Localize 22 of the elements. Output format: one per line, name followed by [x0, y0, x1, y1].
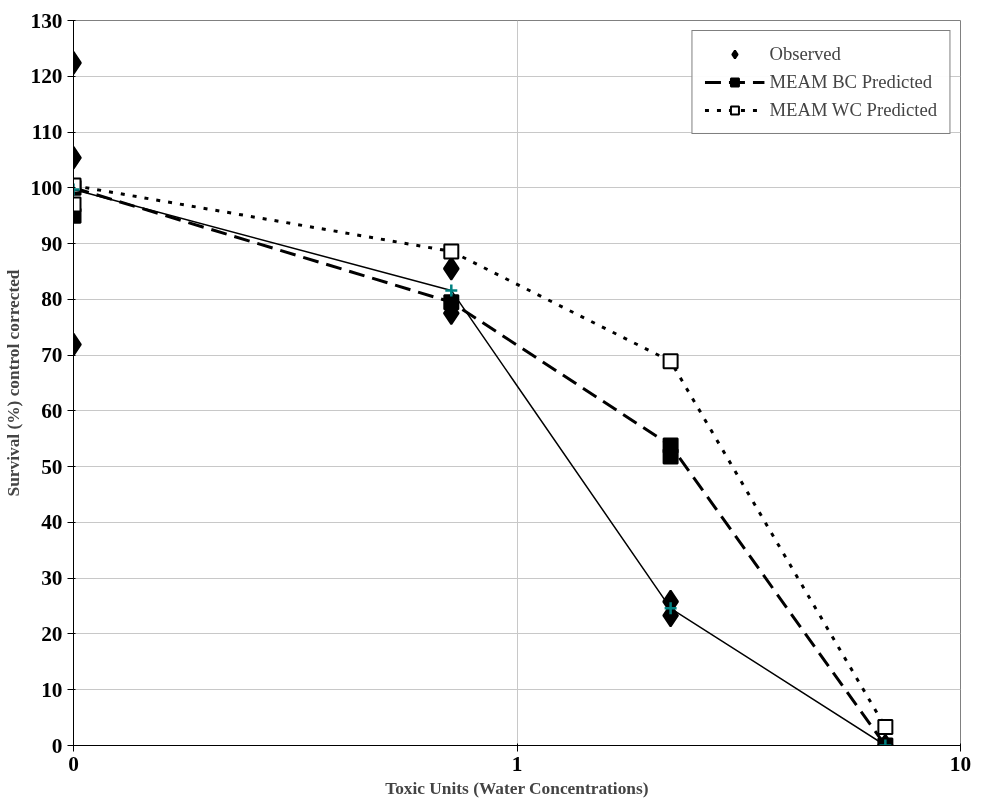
y-tick-label: 110: [31, 120, 63, 145]
legend-label: MEAM WC Predicted: [769, 99, 937, 121]
y-tick-label: 80: [41, 287, 63, 312]
y-tick-label: 30: [41, 566, 63, 591]
y-tick-label: 130: [30, 8, 63, 33]
y-tick-label: 100: [30, 175, 63, 200]
legend-label: MEAM BC Predicted: [769, 71, 933, 93]
y-axis-title: Survival (%) control corrected: [3, 269, 23, 497]
x-axis-title: Toxic Units (Water Concentrations): [385, 778, 649, 798]
y-tick-label: 10: [41, 677, 63, 702]
y-tick-label: 70: [41, 343, 63, 368]
y-tick-label: 20: [41, 621, 63, 646]
y-tick-label: 40: [41, 510, 63, 535]
x-tick-label: 10: [949, 751, 972, 776]
x-tick-label: 1: [511, 751, 523, 776]
y-tick-label: 50: [41, 454, 63, 479]
y-tick-label: 120: [30, 64, 63, 89]
y-tick-label: 90: [41, 231, 63, 256]
y-tick-label: 0: [51, 733, 63, 758]
x-tick-label: 0: [68, 751, 79, 776]
legend-label: Observed: [769, 43, 841, 65]
y-tick-label: 60: [41, 398, 63, 423]
